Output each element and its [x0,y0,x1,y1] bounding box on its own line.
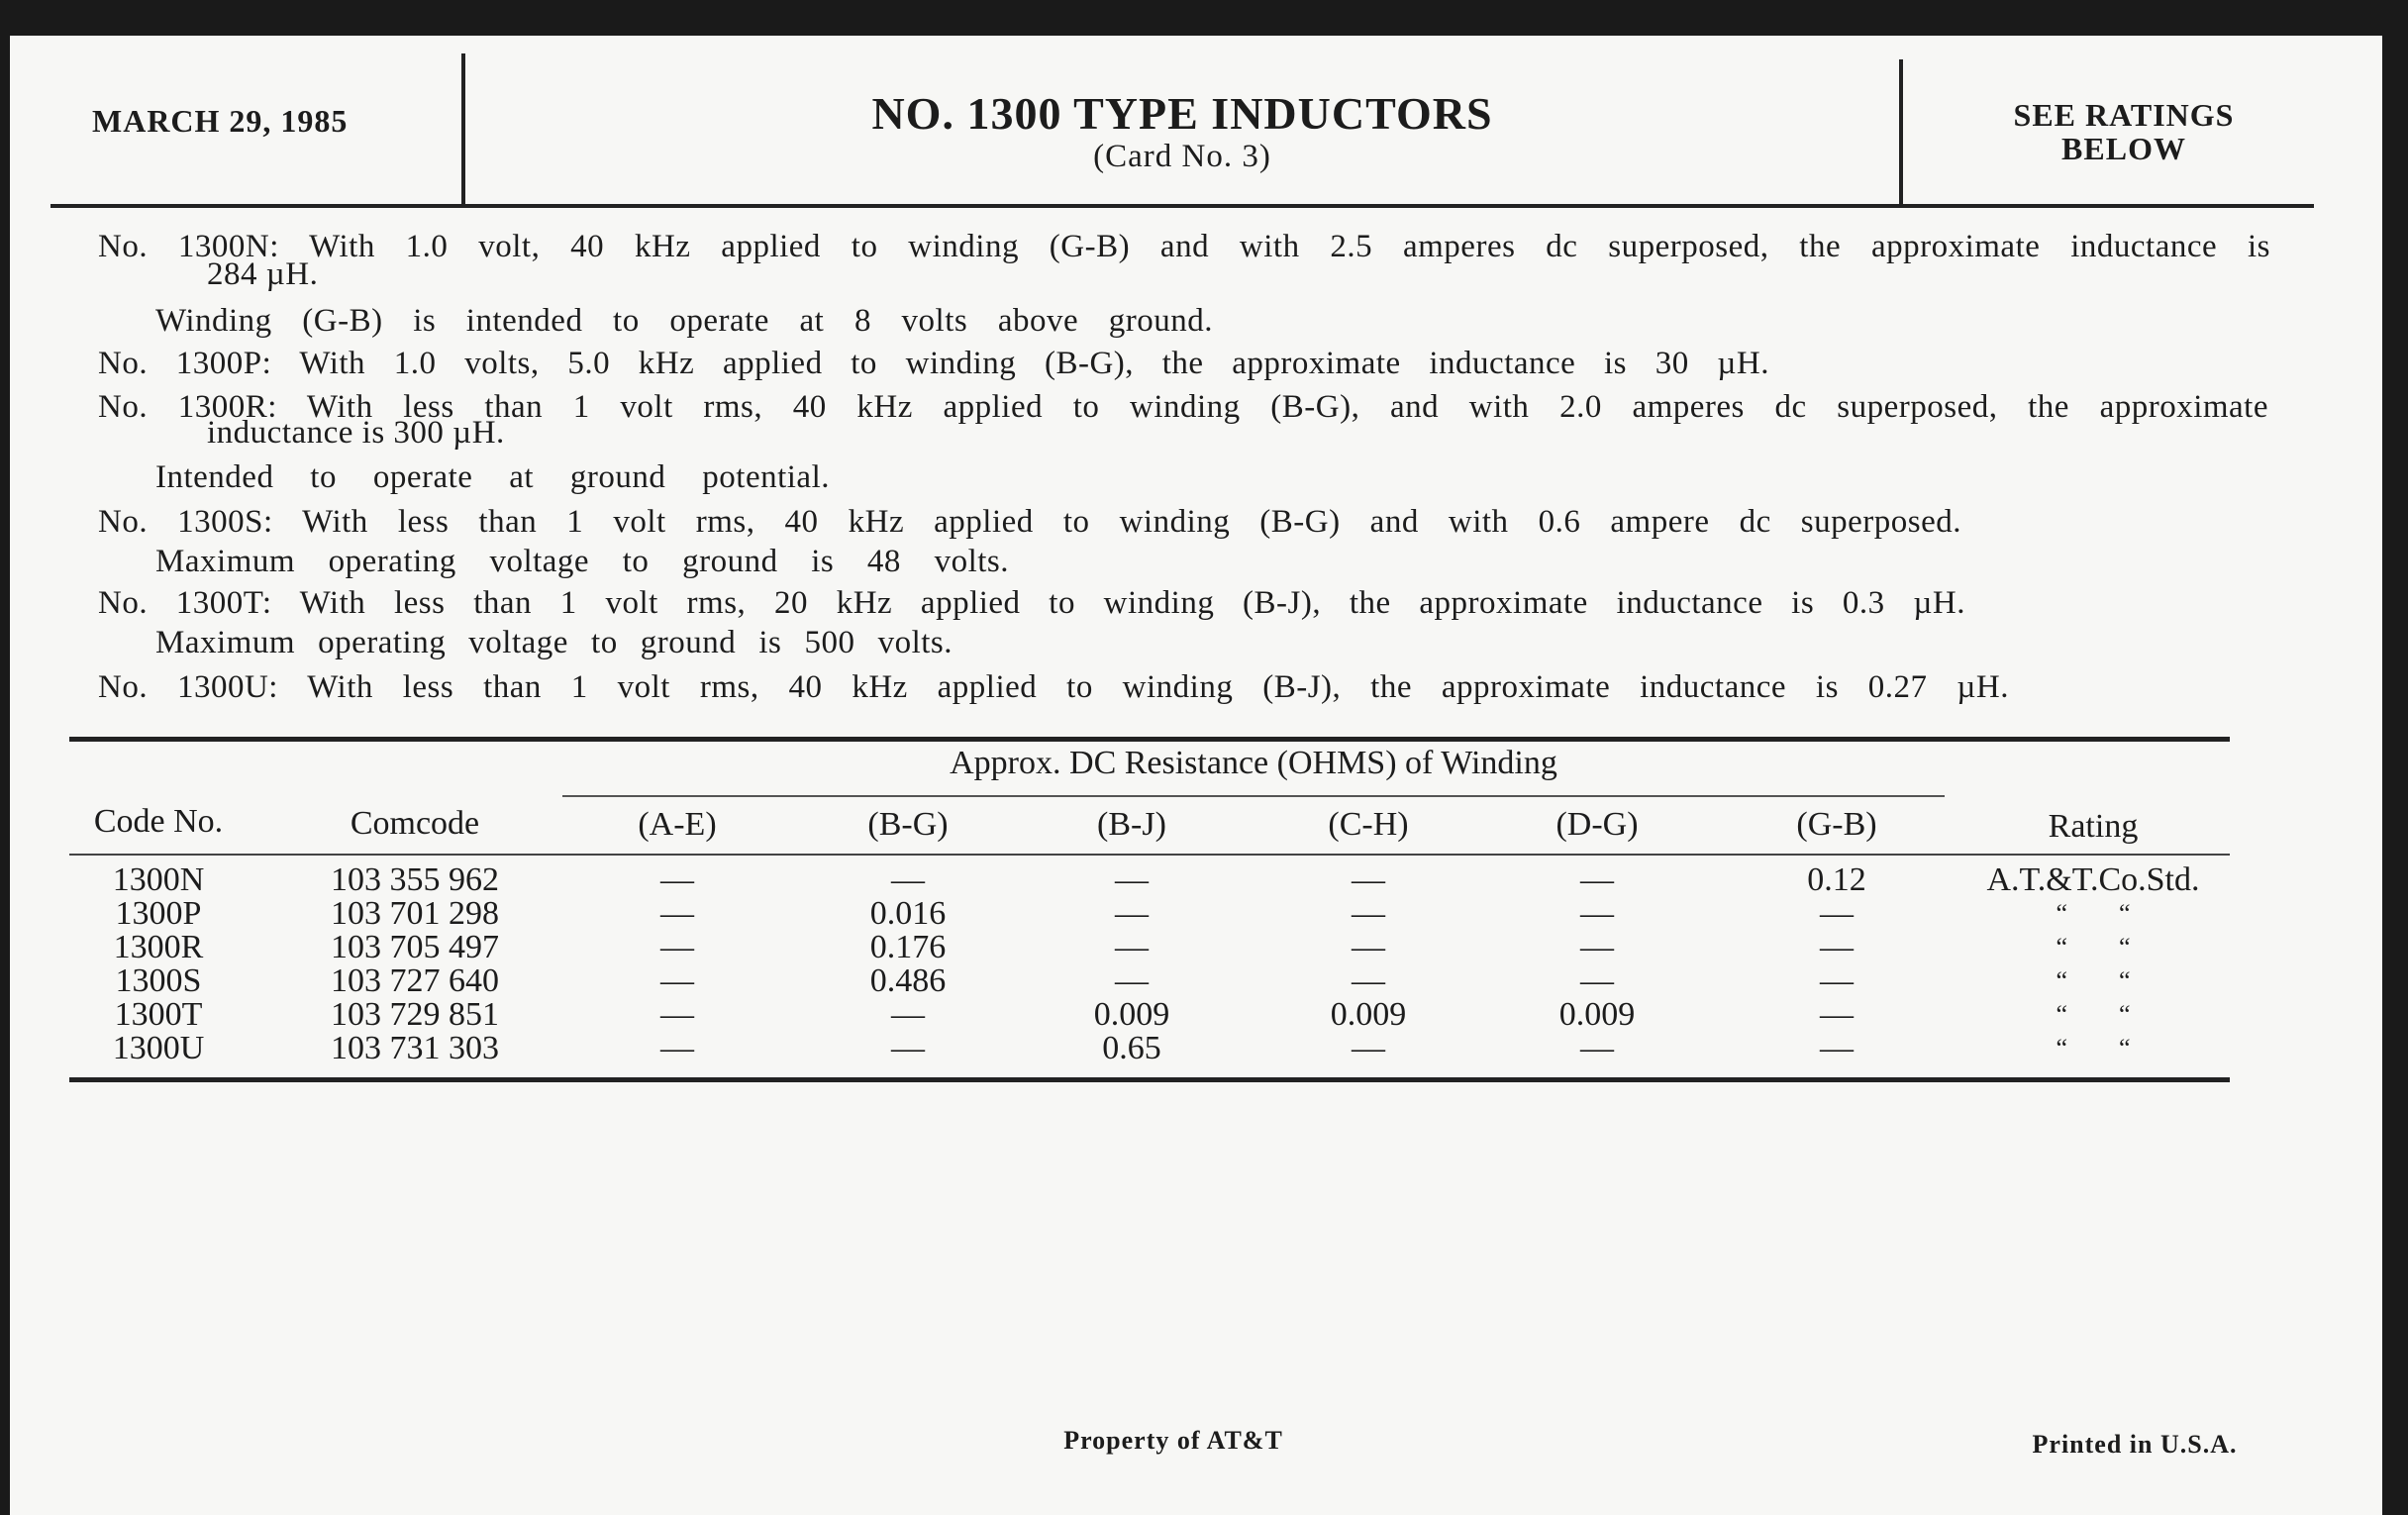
cell-rating: “ “ [2056,933,2131,961]
col-header-g-b: (G-B) [1796,806,1877,843]
cell-rating: “ “ [2056,966,2131,995]
note-line: Maximum operating voltage to ground is 4… [155,544,1009,579]
cell-g-b: 0.12 [1807,861,1866,898]
header-divider-left [461,53,465,204]
cell-b-j: — [1115,962,1149,999]
note-line: No. 1300P: With 1.0 volts, 5.0 kHz appli… [98,346,1769,381]
cell-a-e: — [660,929,694,965]
cell-comcode: 103 731 303 [331,1030,499,1066]
note-line: Intended to operate at ground potential. [155,459,830,495]
cell-d-g: — [1580,895,1614,932]
cell-b-g: 0.486 [869,962,947,999]
cell-rating: “ “ [2056,1000,2131,1029]
cell-d-g: — [1580,861,1614,898]
cell-b-g: — [891,1030,925,1066]
col-header-b-g: (B-G) [867,806,949,843]
card-date: MARCH 29, 1985 [92,103,349,139]
col-header-a-e: (A-E) [638,806,717,843]
cell-c-h: — [1352,929,1385,965]
cell-b-g: 0.016 [869,895,947,932]
header-rule [50,204,2314,208]
cell-d-g: 0.009 [1558,996,1636,1033]
cell-b-j: 0.65 [1102,1030,1161,1066]
cell-g-b: — [1820,962,1854,999]
cell-c-h: — [1352,861,1385,898]
inductor-spec-card: MARCH 29, 1985 NO. 1300 TYPE INDUCTORS (… [10,36,2382,1515]
note-line: No. 1300R: With less than 1 volt rms, 40… [98,389,2268,425]
cell-g-b: — [1820,1030,1854,1066]
col-header-d-g: (D-G) [1555,806,1639,843]
header-bottom-rule [69,854,2230,856]
cell-b-g: 0.176 [869,929,947,965]
group-header: Approx. DC Resistance (OHMS) of Winding [950,745,1557,781]
note-line: No. 1300N: With 1.0 volt, 40 kHz applied… [98,229,2270,264]
cell-c-h: — [1352,1030,1385,1066]
printed-notice: Printed in U.S.A. [2032,1430,2238,1459]
cell-rating: “ “ [2056,899,2131,928]
cell-a-e: — [660,996,694,1033]
cell-a-e: — [660,1030,694,1066]
cell-c-h: 0.009 [1330,996,1407,1033]
table-top-rule [69,737,2230,742]
cell-comcode: 103 705 497 [331,929,499,965]
table-bottom-rule [69,1077,2230,1082]
page-subtitle: (Card No. 3) [1093,139,1271,174]
note-line: 284 µH. [207,256,319,292]
header-divider-right [1899,59,1903,208]
cell-d-g: — [1580,929,1614,965]
cell-code: 1300T [114,996,203,1033]
cell-code: 1300S [115,962,202,999]
cell-comcode: 103 355 962 [331,861,499,898]
col-header-c-h: (C-H) [1328,806,1409,843]
note-line: Winding (G-B) is intended to operate at … [155,303,1213,339]
cell-rating: A.T.&T.Co.Std. [1986,861,2200,898]
ratings-note-line2: BELOW [2061,131,2186,166]
page-title: NO. 1300 TYPE INDUCTORS [871,88,1493,139]
cell-b-g: — [891,996,925,1033]
note-line: No. 1300U: With less than 1 volt rms, 40… [98,669,2009,705]
cell-b-j: — [1115,861,1149,898]
cell-comcode: 103 701 298 [331,895,499,932]
ratings-note-line1: SEE RATINGS [2013,97,2235,133]
group-rule [562,795,1945,797]
cell-b-g: — [891,861,925,898]
cell-c-h: — [1352,962,1385,999]
note-line: No. 1300T: With less than 1 volt rms, 20… [98,585,1965,621]
cell-g-b: — [1820,996,1854,1033]
cell-code: 1300P [115,895,202,932]
cell-code: 1300N [112,861,205,898]
cell-b-j: 0.009 [1093,996,1170,1033]
col-header-rating: Rating [2048,808,2139,845]
note-line: inductance is 300 µH. [207,415,505,451]
col-header-code: Code No. [93,803,224,840]
cell-comcode: 103 729 851 [331,996,499,1033]
col-header-comcode: Comcode [350,805,480,842]
cell-code: 1300R [113,929,204,965]
cell-code: 1300U [112,1030,205,1066]
cell-b-j: — [1115,895,1149,932]
cell-d-g: — [1580,962,1614,999]
cell-comcode: 103 727 640 [331,962,499,999]
cell-rating: “ “ [2056,1034,2131,1062]
cell-a-e: — [660,895,694,932]
note-line: Maximum operating voltage to ground is 5… [155,625,953,660]
col-header-b-j: (B-J) [1097,806,1166,843]
cell-a-e: — [660,962,694,999]
cell-d-g: — [1580,1030,1614,1066]
cell-c-h: — [1352,895,1385,932]
cell-g-b: — [1820,929,1854,965]
cell-b-j: — [1115,929,1149,965]
note-line: No. 1300S: With less than 1 volt rms, 40… [98,504,1961,540]
property-notice: Property of AT&T [1063,1426,1283,1455]
cell-g-b: — [1820,895,1854,932]
cell-a-e: — [660,861,694,898]
